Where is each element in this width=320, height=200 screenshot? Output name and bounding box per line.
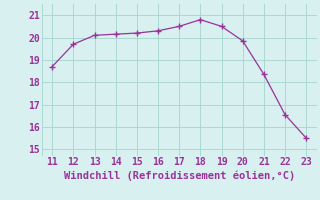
X-axis label: Windchill (Refroidissement éolien,°C): Windchill (Refroidissement éolien,°C) xyxy=(64,170,295,181)
